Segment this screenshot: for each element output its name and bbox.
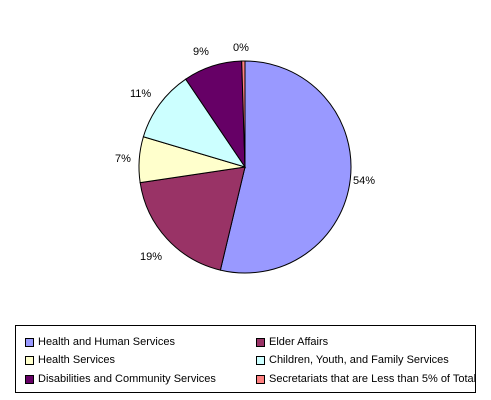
legend-label: Children, Youth, and Family Services [269,354,449,366]
legend-item-disabilities-community: Disabilities and Community Services [25,372,216,386]
legend-swatch [25,374,34,384]
legend-swatch [256,374,265,384]
legend-label: Health and Human Services [38,336,175,348]
slice-label-secretariats-less-than-5: 0% [233,42,249,54]
legend-swatch [25,337,34,347]
slice-label-disabilities-community: 9% [193,46,209,58]
slice-label-elder-affairs: 19% [140,251,162,263]
legend-swatch [256,355,265,365]
legend-swatch [25,355,34,365]
legend-label: Health Services [38,354,116,366]
pie-slice-secretariats-that-are-less-than-5-of-total [241,60,246,168]
legend-swatch [256,337,265,347]
pie-slice-elder-affairs [139,166,246,271]
pie-slices [138,60,352,274]
legend-item-health-services: Health Services [25,353,115,367]
slice-label-children-youth-family: 11% [130,88,151,100]
pie-slice-children-youth-and-family-services [142,78,247,168]
pie-slice-health-and-human-services [219,60,352,274]
slice-label-health-services: 7% [115,153,131,165]
legend-item-elder-affairs: Elder Affairs [256,335,328,349]
legend-label: Secretariats that are Less than 5% of To… [269,373,477,385]
pie-chart: 54% 19% 7% 11% 9% 0% [115,42,375,274]
slice-labels: 54% 19% 7% 11% 9% 0% [115,42,375,263]
legend-item-children-youth-family: Children, Youth, and Family Services [256,353,449,367]
legend-item-health-and-human-services: Health and Human Services [25,335,175,349]
slice-label-health-and-human-services: 54% [353,175,375,187]
legend: Health and Human Services Elder Affairs … [15,325,476,393]
legend-item-secretariats-less-than-5: Secretariats that are Less than 5% of To… [256,372,476,386]
legend-label: Disabilities and Community Services [38,373,216,385]
legend-label: Elder Affairs [269,336,329,348]
